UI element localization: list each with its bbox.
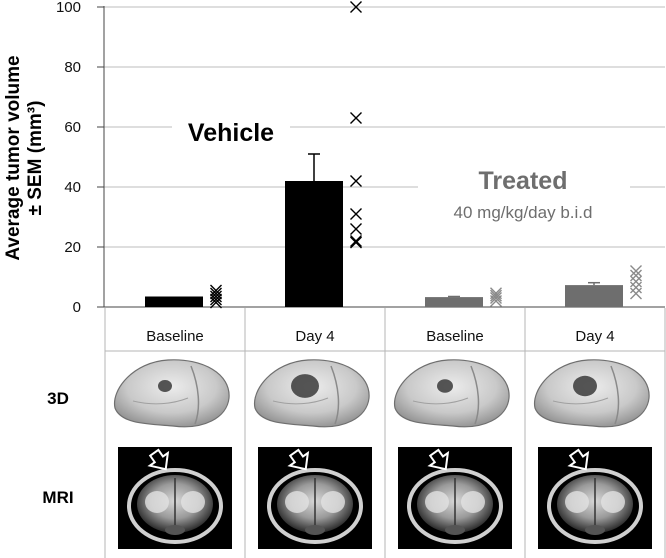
y-axis-label-line1: Average tumor volume [3, 55, 24, 260]
data-point [350, 1, 362, 13]
brain-3d-render [113, 359, 230, 428]
y-tick-label: 20 [64, 239, 81, 256]
bar [425, 297, 483, 307]
brain-3d-render [533, 359, 650, 428]
mri-scan [398, 447, 512, 549]
data-point [490, 292, 502, 304]
arrow-icon [427, 448, 450, 471]
data-point [350, 112, 362, 124]
arrow-icon [147, 448, 170, 471]
treated-group-title: Treated [479, 167, 568, 195]
data-point [630, 265, 642, 277]
y-tick-label: 0 [73, 299, 81, 316]
row-label-3d: 3D [47, 389, 69, 408]
y-tick-label: 80 [64, 59, 81, 76]
data-point [490, 287, 502, 300]
data-point [210, 293, 222, 306]
tumor [573, 375, 597, 397]
data-point [350, 208, 362, 220]
y-axis: 0 20 40 60 80 100 [56, 0, 665, 316]
row-label-mri: MRI [42, 488, 73, 507]
arrow-icon [287, 448, 310, 471]
data-point [630, 287, 642, 300]
treated-title-backdrop [418, 165, 630, 227]
category-label: Day 4 [575, 328, 614, 345]
category-label: Day 4 [295, 328, 334, 345]
brain-3d-render [393, 359, 510, 428]
bar [145, 296, 203, 307]
data-point [630, 269, 642, 282]
3d-renders [113, 359, 650, 428]
tumor [291, 374, 319, 398]
data-point [210, 284, 222, 297]
vehicle-group-title: Vehicle [188, 119, 274, 147]
mri-scan [258, 447, 372, 549]
category-labels: Baseline Day 4 Baseline Day 4 [146, 328, 614, 345]
brain-3d-render [253, 359, 370, 428]
data-point [350, 175, 362, 187]
error-bars [308, 153, 600, 298]
data-point [350, 236, 362, 249]
arrow-icon [567, 448, 590, 471]
data-point [630, 281, 642, 294]
mri-scans [118, 447, 652, 549]
tumor [437, 379, 453, 393]
y-tick-label: 40 [64, 179, 81, 196]
mri-scan [538, 447, 652, 549]
data-point [630, 275, 642, 288]
data-point [210, 290, 222, 303]
treated-group-subtitle: 40 mg/kg/day b.i.d [454, 203, 593, 222]
data-point [490, 289, 502, 302]
image-panel-frame [104, 308, 666, 558]
tumor [158, 380, 172, 392]
category-label: Baseline [146, 328, 204, 345]
category-label: Baseline [426, 328, 484, 345]
data-point [350, 223, 362, 235]
data-point [210, 296, 222, 309]
y-tick-label: 60 [64, 119, 81, 136]
y-tick-label: 100 [56, 0, 81, 16]
vehicle-title-backdrop [172, 115, 290, 149]
data-points [210, 1, 642, 309]
bar [565, 285, 623, 307]
bar [285, 181, 343, 307]
mri-scan [118, 447, 232, 549]
bars [145, 181, 623, 307]
data-point [350, 235, 362, 247]
data-point [210, 287, 222, 300]
y-axis-label-line2: ± SEM (mm³) [25, 101, 46, 216]
